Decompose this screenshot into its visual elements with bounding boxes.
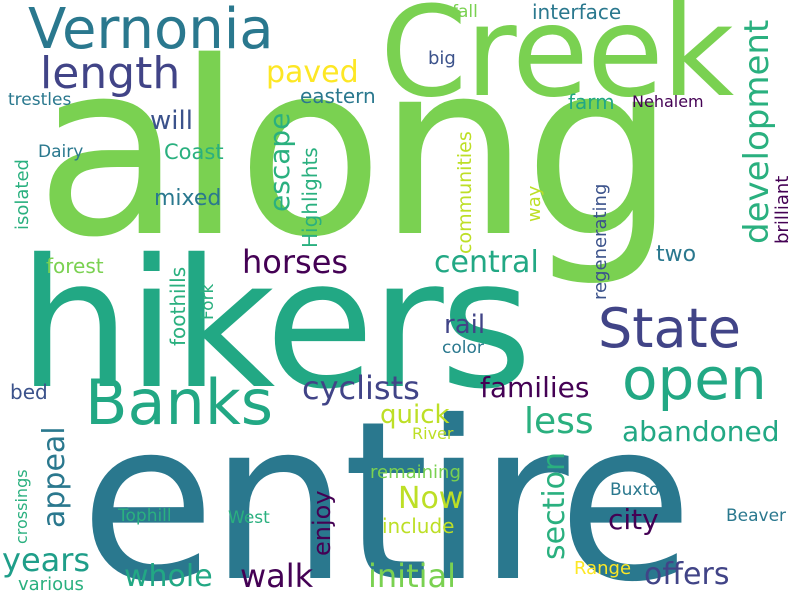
word-range: Range <box>574 558 632 579</box>
word-cyclists: cyclists <box>302 369 420 407</box>
word-less: less <box>524 401 594 442</box>
word-will: will <box>150 106 193 136</box>
word-tophill: Tophill <box>118 506 172 526</box>
word-dairy: Dairy <box>38 142 84 162</box>
word-include: include <box>382 514 455 538</box>
word-entire: entire <box>80 374 693 600</box>
word-two: two <box>656 242 697 267</box>
word-rail: rail <box>444 310 486 340</box>
word-banks: Banks <box>85 366 274 439</box>
word-beaver: Beaver <box>726 506 787 526</box>
word-fork: Fork <box>198 283 218 320</box>
word-now: Now <box>398 481 464 516</box>
word-abandoned: abandoned <box>622 415 780 448</box>
word-quick: quick <box>380 400 450 430</box>
word-farm: farm <box>568 90 615 114</box>
word-regenerating: regenerating <box>590 183 611 300</box>
word-trestles: trestles <box>8 90 72 110</box>
word-whole: whole <box>124 559 213 594</box>
word-horses: horses <box>242 243 349 281</box>
word-enjoy: enjoy <box>308 490 336 556</box>
word-coast: Coast <box>164 140 224 164</box>
word-various: various <box>18 574 84 595</box>
word-state: State <box>598 297 741 360</box>
word-nehalem: Nehalem <box>632 92 704 111</box>
word-eastern: eastern <box>300 84 376 108</box>
word-paved: paved <box>266 55 359 90</box>
word-creek: Creek <box>380 0 734 125</box>
word-crossings: crossings <box>12 469 31 544</box>
word-buxton: Buxton <box>610 480 671 500</box>
word-walk: walk <box>240 557 314 595</box>
word-families: families <box>480 371 590 404</box>
word-vernonia: Vernonia <box>28 0 274 62</box>
word-along: along <box>35 10 676 290</box>
word-brilliant: brilliant <box>772 175 793 244</box>
word-remaining: remaining <box>370 462 461 483</box>
word-length: length <box>40 48 181 99</box>
word-color: color <box>442 338 484 358</box>
word-mixed: mixed <box>154 186 222 211</box>
word-years: years <box>2 541 91 579</box>
word-hikers: hikers <box>18 221 532 428</box>
word-escape: escape <box>263 112 296 212</box>
word-way: way <box>524 185 545 222</box>
word-central: central <box>434 245 539 280</box>
word-isolated: isolated <box>12 159 33 230</box>
word-communities: communities <box>454 131 476 254</box>
word-highlights: Highlights <box>298 147 322 248</box>
word-big: big <box>428 48 456 69</box>
word-city: city <box>608 503 659 536</box>
word-west: West <box>228 508 270 528</box>
word-foothills: foothills <box>166 266 190 346</box>
word-development: development <box>737 19 777 244</box>
word-open: open <box>622 345 767 413</box>
word-river: River <box>412 424 454 443</box>
word-initial: initial <box>368 557 456 595</box>
word-interface: interface <box>532 0 622 24</box>
word-appeal: appeal <box>37 426 72 528</box>
word-section: section <box>537 451 572 560</box>
word-forest: forest <box>46 254 104 278</box>
word-fall: fall <box>452 2 478 22</box>
word-bed: bed <box>10 380 48 404</box>
word-offers: offers <box>644 557 730 592</box>
